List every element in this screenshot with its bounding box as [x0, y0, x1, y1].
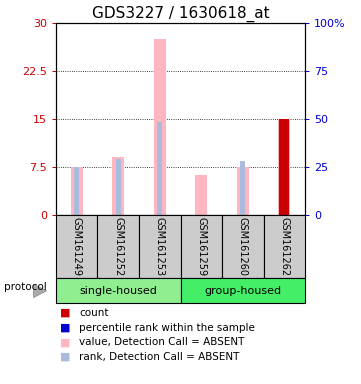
- Bar: [222, 215, 264, 278]
- Bar: [240, 161, 245, 215]
- Bar: [154, 39, 166, 215]
- Bar: [74, 167, 79, 215]
- Bar: [97, 215, 139, 278]
- Bar: [139, 215, 180, 278]
- Title: GDS3227 / 1630618_at: GDS3227 / 1630618_at: [92, 5, 269, 22]
- Bar: [56, 278, 180, 303]
- Bar: [56, 215, 97, 278]
- Text: GSM161252: GSM161252: [113, 217, 123, 276]
- Text: GSM161260: GSM161260: [238, 217, 248, 276]
- Text: single-housed: single-housed: [79, 286, 157, 296]
- Text: group-housed: group-housed: [204, 286, 281, 296]
- Text: ■: ■: [60, 337, 70, 347]
- Bar: [71, 167, 83, 215]
- Text: GSM161249: GSM161249: [72, 217, 82, 276]
- Text: rank, Detection Call = ABSENT: rank, Detection Call = ABSENT: [79, 352, 240, 362]
- Text: GSM161262: GSM161262: [279, 217, 289, 276]
- Text: ■: ■: [60, 308, 70, 318]
- Bar: [237, 167, 249, 215]
- Text: GSM161259: GSM161259: [196, 217, 206, 276]
- Text: count: count: [79, 308, 109, 318]
- Bar: [112, 157, 124, 215]
- Bar: [264, 215, 305, 278]
- Text: value, Detection Call = ABSENT: value, Detection Call = ABSENT: [79, 337, 245, 347]
- Bar: [157, 122, 162, 215]
- Bar: [180, 215, 222, 278]
- Text: ■: ■: [60, 352, 70, 362]
- Text: protocol: protocol: [4, 282, 46, 292]
- Bar: [282, 141, 287, 215]
- Polygon shape: [34, 284, 47, 298]
- Bar: [195, 175, 207, 215]
- Bar: [116, 159, 121, 215]
- Bar: [180, 278, 305, 303]
- Bar: [278, 119, 290, 215]
- Text: percentile rank within the sample: percentile rank within the sample: [79, 323, 255, 333]
- Text: GSM161253: GSM161253: [155, 217, 165, 276]
- Bar: [279, 119, 290, 215]
- Text: ■: ■: [60, 323, 70, 333]
